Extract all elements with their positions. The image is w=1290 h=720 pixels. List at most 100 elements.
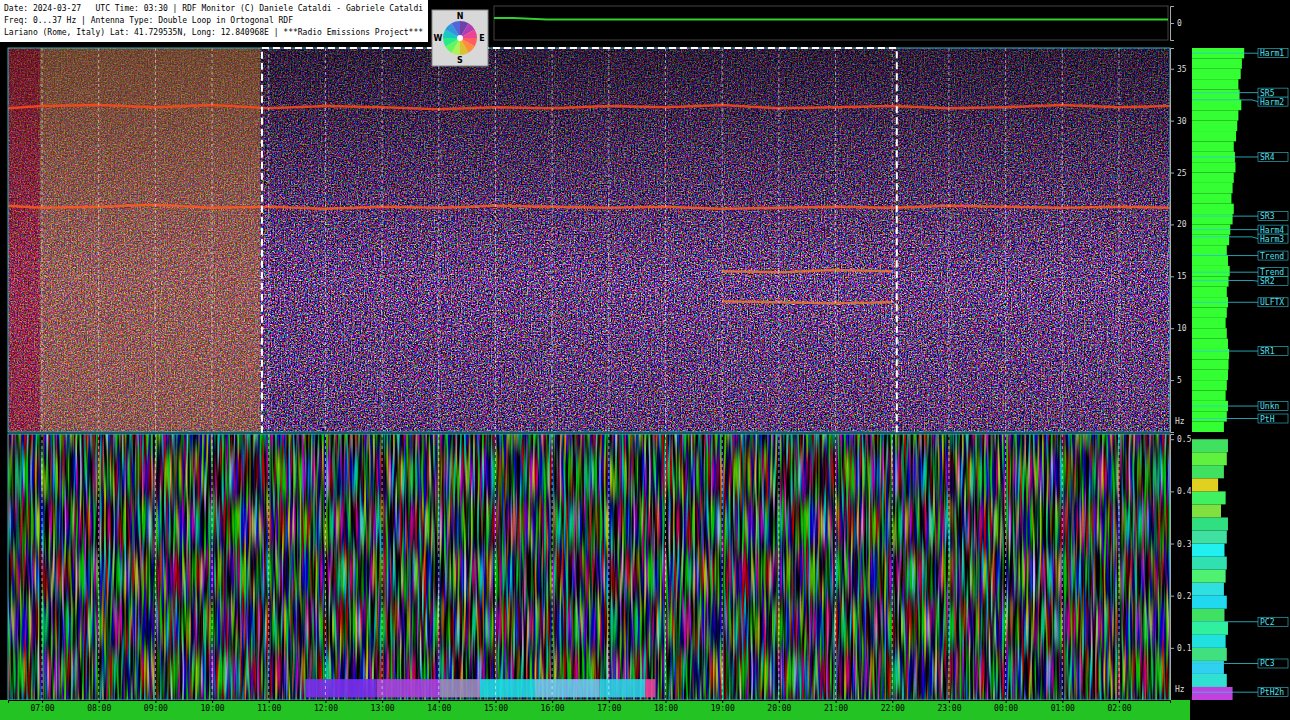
annotation-leader <box>1192 272 1258 273</box>
tick: 12:00 <box>314 700 338 713</box>
spectrum-bar <box>1192 339 1228 349</box>
annotation-box <box>1258 298 1288 307</box>
spectrum-bar <box>1192 235 1229 245</box>
tick: 07:00 <box>30 700 54 713</box>
axis-title: Hz <box>1175 417 1185 426</box>
tick-mark <box>1170 380 1174 381</box>
grid-line <box>1062 434 1063 700</box>
grid-line <box>155 48 156 432</box>
spectrum-bar <box>1192 204 1234 214</box>
spectrum-ground <box>1192 434 1250 700</box>
grid-line <box>722 48 723 432</box>
tick: 09:00 <box>144 700 168 713</box>
spectrum-bar <box>1192 349 1229 359</box>
annotation-leader <box>1192 92 1258 93</box>
grid-line <box>665 48 666 432</box>
grid-line <box>268 434 269 700</box>
chart-canvas: Date: 2024-03-27 UTC Time: 03:30 | RDF M… <box>0 0 1290 720</box>
tick-mark <box>892 700 893 703</box>
annotation-box <box>1258 347 1288 356</box>
compass-letter: S <box>457 56 463 65</box>
tick-label: 25 <box>1177 169 1187 178</box>
grid-line <box>438 434 439 700</box>
tick-label: 0.2 <box>1177 592 1192 601</box>
spectrum-bar <box>1192 79 1238 89</box>
spectrum-bar <box>1192 609 1224 622</box>
tick-mark <box>1170 648 1174 649</box>
annotation-label: PC3 <box>1260 659 1275 668</box>
spectrum-bar <box>1192 276 1229 286</box>
tick: 10:00 <box>201 700 225 713</box>
annotation-label: SR2 <box>1260 277 1275 286</box>
grid-line <box>552 434 553 700</box>
marks <box>8 48 1170 432</box>
tick-mark <box>1170 224 1174 225</box>
annotation-box <box>1258 251 1288 260</box>
axis-title: Hz <box>1175 685 1185 694</box>
spectrum-bar <box>1192 121 1237 131</box>
axis-line <box>9 701 1171 704</box>
tick-mark <box>155 700 156 703</box>
grid-line <box>42 434 43 700</box>
annotation-label: Harm2 <box>1260 98 1284 107</box>
grid-line <box>382 434 383 700</box>
tick-mark <box>439 700 440 703</box>
band <box>376 679 439 697</box>
annotation-label: PtH <box>1260 415 1275 424</box>
tick-mark <box>722 700 723 703</box>
spectrum-bar <box>1192 530 1227 543</box>
spectrum-bar <box>1192 110 1238 120</box>
grid-line <box>42 48 43 432</box>
spectrogram-panel: 5101520253035Hz <box>8 48 1187 433</box>
tick-label: 15:00 <box>484 704 508 713</box>
band <box>305 679 376 697</box>
spectrum-bar <box>1192 318 1226 328</box>
tick: 16:00 <box>541 700 565 713</box>
annotation-label: SR3 <box>1260 212 1275 221</box>
annotation-label: ULFTX <box>1260 298 1284 307</box>
spectrum-bar <box>1192 465 1224 478</box>
spectrum-bar <box>1192 193 1231 203</box>
compass-center <box>457 35 463 41</box>
tick-mark <box>609 700 610 703</box>
header-line: Date: 2024-03-27 UTC Time: 03:30 | RDF M… <box>4 4 423 13</box>
annotation-box <box>1258 49 1288 58</box>
time-strip <box>0 700 1190 720</box>
annotation-leader <box>1192 156 1258 157</box>
annotations: Harm1SR5Harm2SR4SR3Harm4Harm3TrendTrendS… <box>1192 49 1288 424</box>
marks <box>494 18 1168 20</box>
spectrum-bar <box>1192 256 1228 266</box>
tick: 22:00 <box>881 700 905 713</box>
grid-line <box>1062 48 1063 432</box>
annotation-leader <box>1192 418 1258 419</box>
marks <box>1192 439 1233 700</box>
grid-line <box>608 434 609 700</box>
tick: 0 <box>1170 19 1182 28</box>
tick-label: 15 <box>1177 272 1187 281</box>
grid-line <box>495 434 496 700</box>
tick-label: 0.3 <box>1177 540 1192 549</box>
annotation-box <box>1258 414 1288 423</box>
tick-label: 00:00 <box>994 704 1018 713</box>
tick-label: 30 <box>1177 117 1187 126</box>
tick-mark <box>382 700 383 703</box>
tick: 00:00 <box>994 700 1018 713</box>
tick: 02:00 <box>1107 700 1131 713</box>
tick: 13:00 <box>371 700 395 713</box>
grid <box>42 48 1119 432</box>
spectrum-bar <box>1192 380 1227 390</box>
tick-label: 17:00 <box>597 704 621 713</box>
annotation-leader <box>1192 280 1258 282</box>
tick: 20:00 <box>767 700 791 713</box>
tick-mark <box>666 700 667 703</box>
spectrogram-texture <box>8 434 1170 700</box>
tick-mark <box>42 700 43 703</box>
spectrum-bar <box>1192 370 1228 380</box>
tick: 0.2 <box>1170 592 1192 601</box>
annotation-label: PtH2h <box>1260 688 1284 697</box>
grid-line <box>835 434 836 700</box>
marks <box>305 679 655 697</box>
compass-box <box>432 10 488 66</box>
spectrum-bar <box>1192 214 1233 224</box>
spectrum-bar <box>1192 307 1227 317</box>
